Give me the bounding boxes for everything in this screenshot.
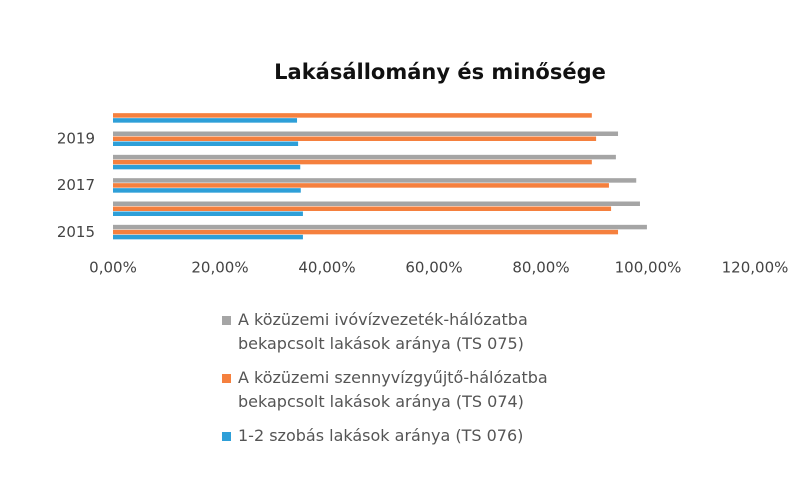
x-tick-label: 100,00%	[615, 259, 682, 277]
x-tick-label: 40,00%	[298, 259, 355, 277]
bar	[113, 141, 299, 146]
x-tick-label: 20,00%	[191, 259, 248, 277]
bar	[113, 206, 612, 211]
bar	[113, 234, 303, 240]
bar	[113, 188, 301, 193]
bar	[113, 136, 597, 141]
bar	[113, 201, 640, 206]
legend-item: A közüzemi szennyvízgyűjtő-hálózatba bek…	[222, 366, 642, 414]
x-tick-label: 0,00%	[89, 259, 137, 277]
legend-label: A közüzemi ivóvízvezeték-hálózatba bekap…	[238, 310, 528, 353]
legend-label: A közüzemi szennyvízgyűjtő-hálózatba bek…	[238, 368, 548, 411]
bar	[113, 183, 609, 188]
y-tick-label: 2015	[57, 223, 95, 241]
bar	[113, 159, 592, 165]
bar	[113, 164, 301, 170]
bar	[113, 229, 619, 235]
legend-swatch	[222, 316, 231, 325]
bar	[113, 211, 303, 216]
bar	[113, 224, 647, 230]
x-tick-label: 80,00%	[512, 259, 569, 277]
legend-swatch	[222, 374, 231, 383]
x-tick-label: 60,00%	[405, 259, 462, 277]
x-tick-label: 120,00%	[722, 259, 789, 277]
bar	[113, 113, 592, 118]
legend-swatch	[222, 432, 231, 441]
y-tick-label: 2017	[57, 176, 95, 194]
legend: A közüzemi ivóvízvezeték-hálózatba bekap…	[222, 308, 642, 458]
y-tick-label: 2019	[57, 130, 95, 148]
bar	[113, 178, 637, 183]
chart-title: Lakásállomány és minősége	[274, 60, 606, 84]
bar	[113, 154, 616, 160]
legend-item: A közüzemi ivóvízvezeték-hálózatba bekap…	[222, 308, 642, 356]
legend-item: 1-2 szobás lakások aránya (TS 076)	[222, 424, 642, 448]
legend-label: 1-2 szobás lakások aránya (TS 076)	[238, 426, 524, 445]
bar	[113, 131, 619, 136]
bar	[113, 118, 298, 123]
